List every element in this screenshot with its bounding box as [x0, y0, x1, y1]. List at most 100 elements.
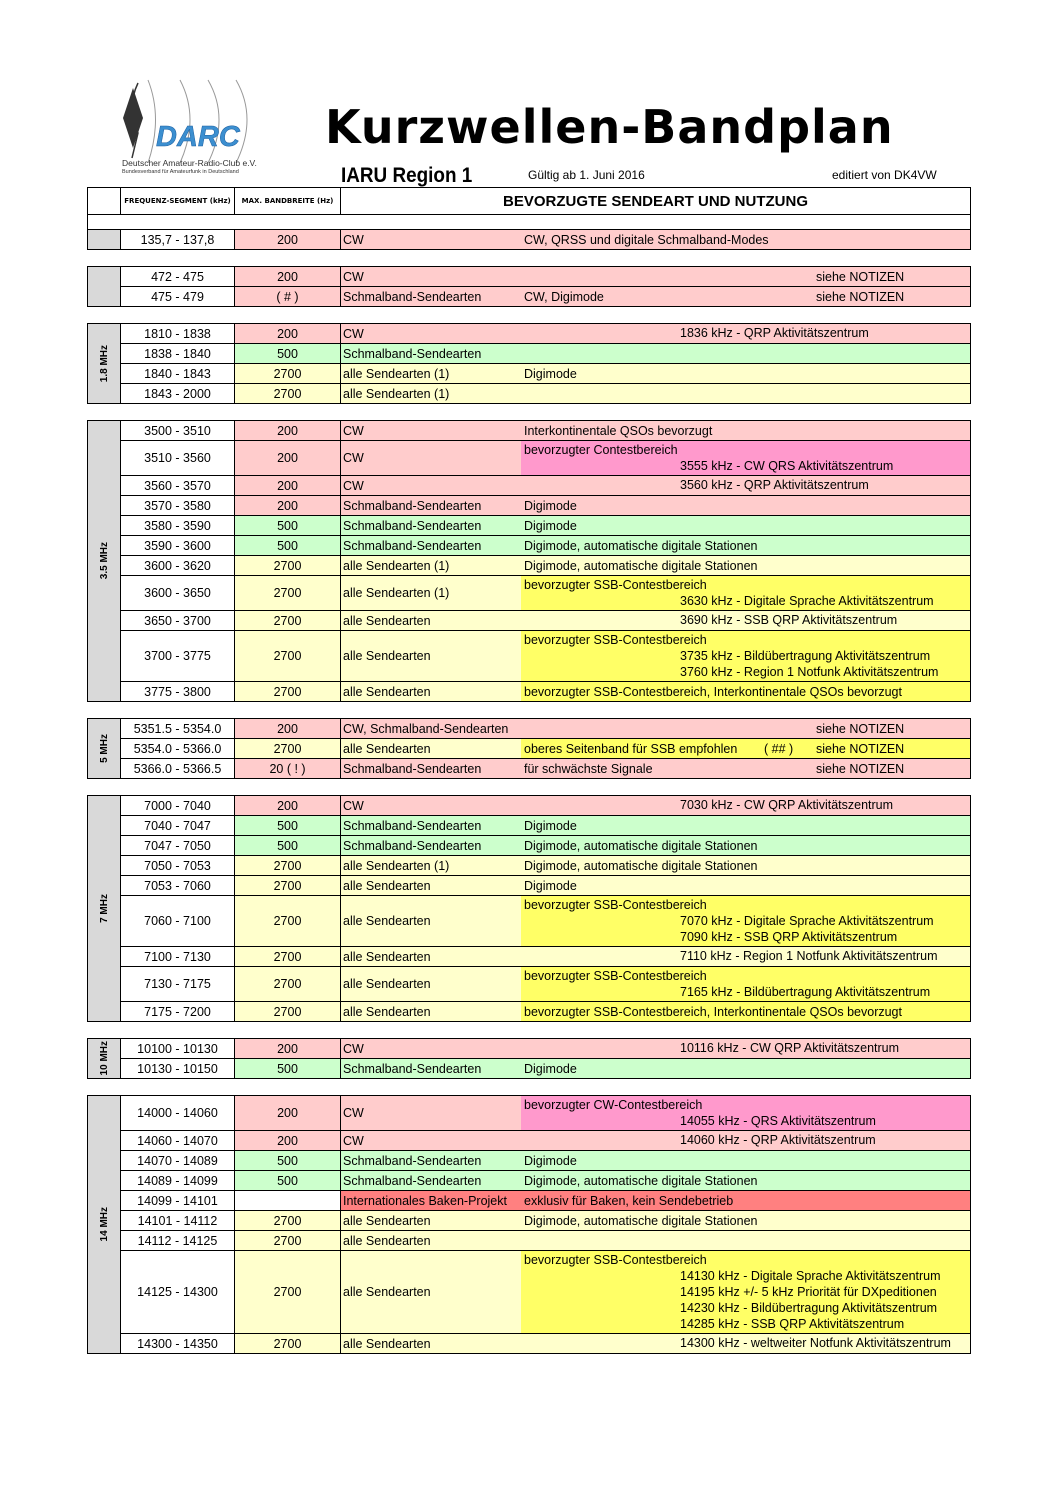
freq-cell: 135,7 - 137,8 — [121, 230, 235, 249]
bandwidth-cell: 2700 — [235, 364, 341, 383]
mode-cell: alle Sendearten — [341, 1231, 521, 1250]
table-row: 10100 - 10130 200 CW 10116 kHz - CW QRP Akt… — [121, 1039, 970, 1058]
header-bandwidth: MAX. BANDBREITE (Hz) — [235, 188, 341, 214]
mode-cell: alle Sendearten (1) — [341, 364, 521, 383]
freq-cell: 7053 - 7060 — [121, 876, 235, 895]
blank-row — [87, 215, 971, 230]
bandwidth-cell: 500 — [235, 836, 341, 855]
mode-cell: alle Sendearten (1) — [341, 856, 521, 875]
usage-text: bevorzugter SSB-Contestbereich, Interkon… — [524, 684, 902, 699]
table-row: 3600 - 3620 2700 alle Sendearten (1) Digimo… — [121, 555, 970, 575]
usage-cell — [521, 384, 970, 403]
bandwidth-cell: 500 — [235, 536, 341, 555]
usage-empty — [524, 385, 970, 401]
usage-text: Digimode — [524, 818, 577, 833]
table-row: 7000 - 7040 200 CW 7030 kHz - CW QRP Aktivi… — [121, 796, 970, 815]
table-row: 10130 - 10150 500 Schmalband-Sendearten Dig… — [121, 1058, 970, 1078]
usage-cell: Digimode — [521, 1059, 970, 1078]
freq-cell: 1843 - 2000 — [121, 384, 235, 403]
activity-center: 7030 kHz - CW QRP Aktivitätszentrum — [680, 798, 894, 812]
activity-center: 3560 kHz - QRP Aktivitätszentrum — [680, 478, 869, 492]
band-group: 1.8 MHz 1810 - 1838 200 CW 1836 kHz - QRP Ak… — [87, 323, 971, 404]
usage-cell: Digimode — [521, 816, 970, 835]
freq-cell: 10100 - 10130 — [121, 1039, 235, 1058]
svg-text:Deutscher Amateur-Radio-Club e: Deutscher Amateur-Radio-Club e.V. — [122, 158, 257, 168]
activity-center: 7090 kHz - SSB QRP Aktivitätszentrum — [680, 930, 898, 944]
table-row: 14099 - 14101 Internationales Baken-Proje… — [121, 1190, 970, 1210]
bandwidth-cell: 200 — [235, 1039, 341, 1058]
mode-cell: Schmalband-Sendearten — [341, 816, 521, 835]
region-label: IARU Region 1 — [341, 164, 473, 187]
activity-center: 14230 kHz - Bildübertragung Aktivitätsze… — [680, 1301, 938, 1315]
mode-cell: CW — [341, 1039, 521, 1058]
table-row: 1810 - 1838 200 CW 1836 kHz - QRP Aktivität… — [121, 324, 970, 343]
table-row: 14000 - 14060 200 CW bevorzugter CW-Contest… — [121, 1096, 970, 1130]
validity-date: Gültig ab 1. Juni 2016 — [528, 168, 645, 182]
note-marker: ( ## ) — [764, 742, 794, 756]
table-row: 7130 - 7175 2700 alle Sendearten bevorzugte… — [121, 966, 970, 1001]
usage-text: exklusiv für Baken, kein Sendebetrieb — [524, 1193, 734, 1208]
band-label-cell — [88, 267, 121, 306]
freq-cell: 14000 - 14060 — [121, 1096, 235, 1130]
band-label-cell: 5 MHz — [88, 719, 121, 778]
bandwidth-cell: 200 — [235, 324, 341, 343]
freq-cell: 3580 - 3590 — [121, 516, 235, 535]
usage-text: Digimode, automatische digitale Statione… — [524, 538, 758, 553]
usage-cell: bevorzugter SSB-Contestbereich 7070 kHz -… — [521, 896, 970, 946]
bandwidth-cell: 2700 — [235, 896, 341, 946]
mode-cell: CW — [341, 230, 521, 249]
table-row: 3775 - 3800 2700 alle Sendearten bevorzugte… — [121, 681, 970, 701]
freq-cell: 7050 - 7053 — [121, 856, 235, 875]
bandwidth-cell: 200 — [235, 719, 341, 738]
freq-cell: 475 - 479 — [121, 287, 235, 306]
freq-cell: 7047 - 7050 — [121, 836, 235, 855]
band-label-cell: 1.8 MHz — [88, 324, 121, 403]
bandwidth-cell: 2700 — [235, 556, 341, 575]
freq-cell: 7175 - 7200 — [121, 1002, 235, 1021]
bandwidth-cell: 2700 — [235, 967, 341, 1001]
band-rows: 3500 - 3510 200 CW Interkontinentale QSOs b… — [121, 421, 970, 701]
usage-empty — [524, 1232, 970, 1248]
bandwidth-cell: 500 — [235, 1151, 341, 1170]
usage-cell: siehe NOTIZEN — [521, 267, 970, 286]
bandwidth-cell: 2700 — [235, 856, 341, 875]
table-row: 7053 - 7060 2700 alle Sendearten Digimode — [121, 875, 970, 895]
usage-cell: CW, QRSS und digitale Schmalband-Modes — [521, 230, 970, 249]
band-label-cell: 10 MHz — [88, 1039, 121, 1078]
header-usage: BEVORZUGTE SENDEART UND NUTZUNG — [502, 192, 808, 210]
usage-text: Digimode, automatische digitale Statione… — [524, 858, 758, 873]
usage-cell — [521, 1231, 970, 1250]
table-row: 5354.0 - 5366.0 2700 alle Sendearten oberes… — [121, 738, 970, 758]
table-row: 7040 - 7047 500 Schmalband-Sendearten Digim… — [121, 815, 970, 835]
table-row: 14112 - 14125 2700 alle Sendearten — [121, 1230, 970, 1250]
editor-credit: editiert von DK4VW — [832, 168, 937, 182]
usage-cell: 7030 kHz - CW QRP Aktivitätszentrum — [521, 796, 970, 815]
table-row: 3600 - 3650 2700 alle Sendearten (1) bevorz… — [121, 575, 970, 610]
usage-cell: 3560 kHz - QRP Aktivitätszentrum — [521, 476, 970, 495]
activity-center: 3690 kHz - SSB QRP Aktivitätszentrum — [680, 613, 898, 627]
band-group: 3.5 MHz 3500 - 3510 200 CW Interkontinentale… — [87, 420, 971, 702]
mode-cell: alle Sendearten — [341, 876, 521, 895]
activity-center: 14055 kHz - QRS Aktivitätszentrum — [680, 1114, 876, 1128]
table-row: 14101 - 14112 2700 alle Sendearten Digimode… — [121, 1210, 970, 1230]
activity-center: 14285 kHz - SSB QRP Aktivitätszentrum — [680, 1317, 905, 1331]
freq-cell: 5366.0 - 5366.5 — [121, 759, 235, 778]
usage-cell: Digimode, automatische digitale Statione… — [521, 856, 970, 875]
usage-cell: bevorzugter SSB-Contestbereich, Interkon… — [521, 682, 970, 701]
note-reference: siehe NOTIZEN — [816, 270, 905, 284]
table-row: 7050 - 7053 2700 alle Sendearten (1) Digimo… — [121, 855, 970, 875]
usage-text: Digimode, automatische digitale Statione… — [524, 558, 758, 573]
mode-cell: CW — [341, 1131, 521, 1150]
usage-cell: siehe NOTIZEN — [521, 719, 970, 738]
freq-cell: 3590 - 3600 — [121, 536, 235, 555]
darc-logo: DARC Deutscher Amateur-Radio-Club e.V. B… — [122, 79, 257, 175]
band-rows: 5351.5 - 5354.0 200 CW, Schmalband-Sendear… — [121, 719, 970, 778]
usage-cell: bevorzugter SSB-Contestbereich 3735 kHz -… — [521, 631, 970, 681]
bandwidth-cell: 2700 — [235, 1002, 341, 1021]
freq-cell: 5354.0 - 5366.0 — [121, 739, 235, 758]
activity-center: 14130 kHz - Digitale Sprache Aktivitätsz… — [680, 1269, 941, 1283]
table-row: 3590 - 3600 500 Schmalband-Sendearten Digim… — [121, 535, 970, 555]
mode-cell: Schmalband-Sendearten — [341, 1151, 521, 1170]
table-row: 1843 - 2000 2700 alle Sendearten (1) — [121, 383, 970, 403]
mode-cell: alle Sendearten — [341, 947, 521, 966]
